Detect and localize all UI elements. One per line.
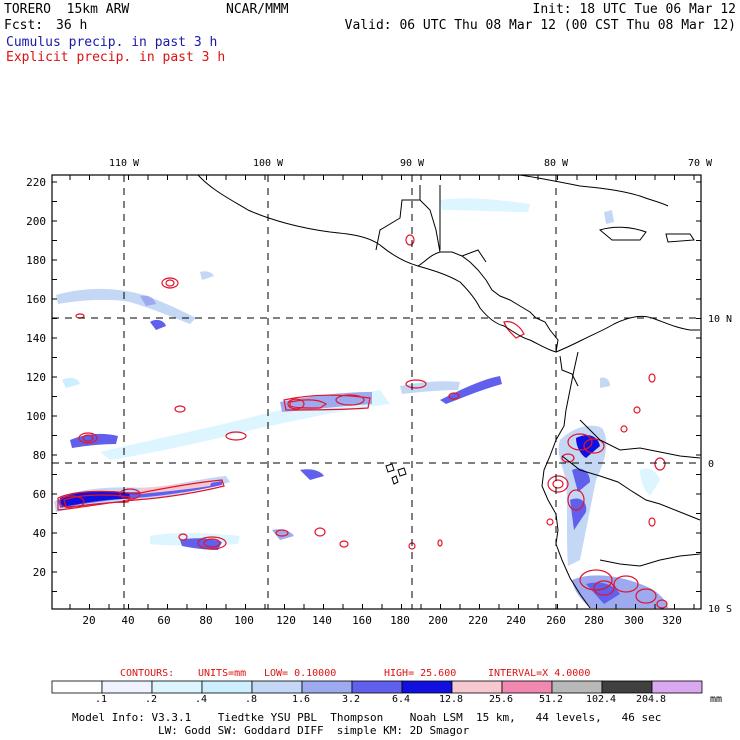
x-tick-240: 240 bbox=[506, 614, 526, 627]
colorbar-label-204.8: 204.8 bbox=[635, 694, 667, 705]
lat-label-0: 0 bbox=[708, 459, 714, 470]
forecast-label: Fcst: bbox=[4, 18, 44, 33]
forecast-hour: 36 h bbox=[56, 18, 88, 33]
colorbar-label-102.4: 102.4 bbox=[585, 694, 617, 705]
colorbar-unit: mm bbox=[709, 694, 723, 705]
x-tick-160: 160 bbox=[352, 614, 372, 627]
cumulus-precip-shading bbox=[54, 198, 668, 608]
precip-map: 110 W 100 W 90 W 80 W 70 W 10 N 0 10 S 2… bbox=[26, 158, 732, 694]
x-tick-20: 20 bbox=[82, 614, 95, 627]
y-tick-20: 20 bbox=[33, 566, 46, 579]
y-tick-60: 60 bbox=[33, 488, 46, 501]
lon-label-110w: 110 W bbox=[109, 158, 140, 169]
colorbar-label-0.1: .1 bbox=[94, 694, 108, 705]
init-time: Init: 18 UTC Tue 06 Mar 12 bbox=[532, 2, 737, 17]
colorbar-swatch bbox=[251, 680, 303, 694]
model-title: TORERO 15km ARW bbox=[4, 2, 130, 17]
model-info-line2: LW: Godd SW: Goddard DIFF simple KM: 2D … bbox=[158, 724, 470, 737]
contours-units: UNITS=mm bbox=[198, 668, 246, 679]
contours-high: HIGH= 25.600 bbox=[384, 668, 456, 679]
axis-ticks bbox=[52, 175, 701, 609]
y-tick-220: 220 bbox=[26, 176, 46, 189]
y-tick-120: 120 bbox=[26, 371, 46, 384]
model-info-line1: Model Info: V3.3.1 Tiedtke YSU PBL Thomp… bbox=[72, 711, 662, 724]
colorbar-label-25.6: 25.6 bbox=[488, 694, 514, 705]
lat-lon-grid bbox=[52, 175, 701, 609]
x-tick-220: 220 bbox=[468, 614, 488, 627]
colorbar-swatch bbox=[651, 680, 703, 694]
colorbar-swatch bbox=[501, 680, 553, 694]
lat-label-10s: 10 S bbox=[708, 604, 732, 615]
y-tick-80: 80 bbox=[33, 449, 46, 462]
x-tick-260: 260 bbox=[546, 614, 566, 627]
colorbar-swatch bbox=[101, 680, 153, 694]
colorbar-label-3.2: 3.2 bbox=[341, 694, 361, 705]
lon-label-90w: 90 W bbox=[400, 158, 425, 169]
colorbar-swatch bbox=[601, 680, 653, 694]
colorbar-swatch bbox=[451, 680, 503, 694]
colorbar-swatch bbox=[351, 680, 403, 694]
explicit-precip-contours bbox=[57, 234, 668, 609]
colorbar-label-0.8: .8 bbox=[244, 694, 258, 705]
x-tick-180: 180 bbox=[390, 614, 410, 627]
contours-low: LOW= 0.10000 bbox=[264, 668, 336, 679]
y-tick-180: 180 bbox=[26, 254, 46, 267]
lon-label-100w: 100 W bbox=[253, 158, 284, 169]
y-tick-160: 160 bbox=[26, 293, 46, 306]
valid-time: Valid: 06 UTC Thu 08 Mar 12 (00 CST Thu … bbox=[344, 18, 736, 33]
lon-label-70w: 70 W bbox=[688, 158, 713, 169]
y-tick-200: 200 bbox=[26, 215, 46, 228]
colorbar-label-0.2: .2 bbox=[144, 694, 158, 705]
explicit-field-title: Explicit precip. in past 3 h bbox=[6, 50, 226, 65]
x-tick-60: 60 bbox=[157, 614, 170, 627]
lon-label-80w: 80 W bbox=[544, 158, 569, 169]
colorbar-swatch bbox=[151, 680, 203, 694]
cumulus-field-title: Cumulus precip. in past 3 h bbox=[6, 35, 218, 50]
colorbar-label-51.2: 51.2 bbox=[538, 694, 564, 705]
colorbar-swatch bbox=[551, 680, 603, 694]
colorbar-label-0.4: .4 bbox=[194, 694, 208, 705]
contours-label: CONTOURS: bbox=[120, 668, 174, 679]
colorbar-label-6.4: 6.4 bbox=[391, 694, 411, 705]
colorbar-label-1.6: 1.6 bbox=[291, 694, 311, 705]
y-tick-140: 140 bbox=[26, 332, 46, 345]
lat-label-10n: 10 N bbox=[708, 314, 732, 325]
x-tick-80: 80 bbox=[199, 614, 212, 627]
x-tick-40: 40 bbox=[121, 614, 134, 627]
colorbar-swatch bbox=[301, 680, 353, 694]
coastlines-borders bbox=[197, 175, 701, 609]
precip-colorbar bbox=[51, 680, 703, 694]
x-tick-120: 120 bbox=[276, 614, 296, 627]
colorbar-swatch bbox=[51, 680, 103, 694]
x-tick-280: 280 bbox=[584, 614, 604, 627]
colorbar-swatch bbox=[201, 680, 253, 694]
center-label: NCAR/MMM bbox=[226, 2, 289, 17]
y-tick-40: 40 bbox=[33, 527, 46, 540]
y-tick-100: 100 bbox=[26, 410, 46, 423]
map-frame bbox=[51, 174, 702, 610]
x-tick-300: 300 bbox=[624, 614, 644, 627]
contours-interval: INTERVAL=X 4.0000 bbox=[488, 668, 590, 679]
x-tick-100: 100 bbox=[234, 614, 254, 627]
colorbar-swatch bbox=[401, 680, 453, 694]
colorbar-label-12.8: 12.8 bbox=[438, 694, 464, 705]
x-tick-140: 140 bbox=[312, 614, 332, 627]
x-tick-200: 200 bbox=[428, 614, 448, 627]
x-tick-320: 320 bbox=[662, 614, 682, 627]
